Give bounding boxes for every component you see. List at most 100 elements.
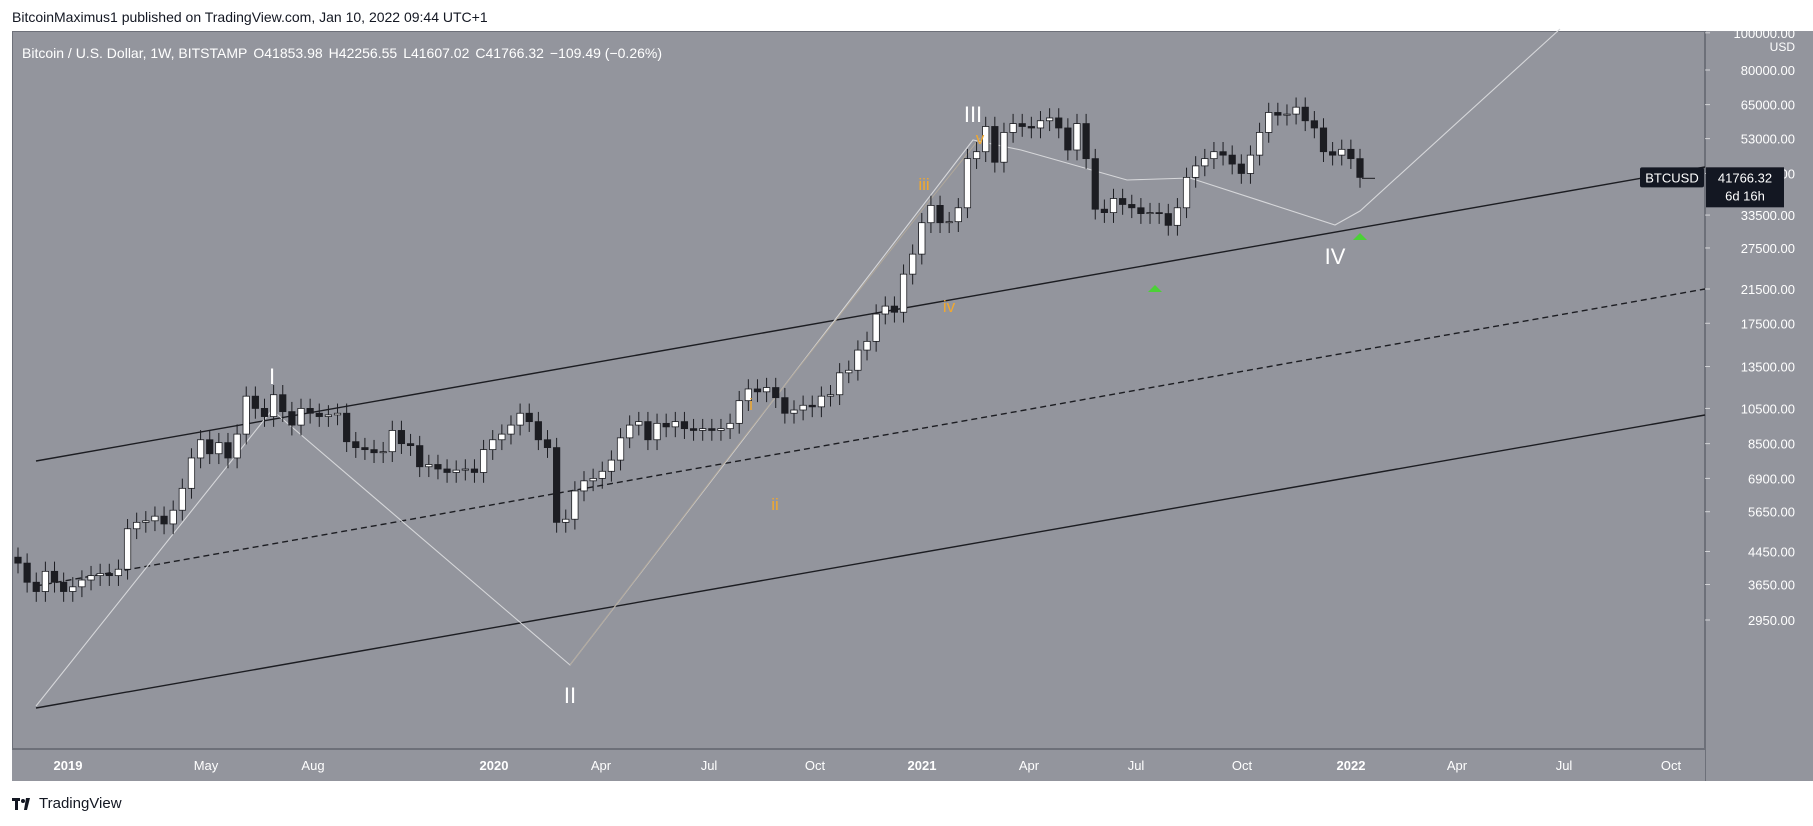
low-value: 41607.02 (410, 45, 470, 61)
tradingview-logo-icon (12, 797, 30, 810)
y-tick-label: 13500.00 (1741, 360, 1795, 375)
footer-brand[interactable]: TradingView (12, 795, 122, 812)
candle-body (1018, 123, 1026, 127)
candle-body (14, 556, 22, 564)
candle-body (635, 421, 643, 426)
y-tick-label: 8500.00 (1748, 437, 1795, 452)
candle-body (489, 439, 497, 451)
y-tick-label: 65000.00 (1741, 98, 1795, 113)
open-value: 41853.98 (264, 45, 323, 61)
x-tick-label: 2020 (480, 758, 509, 773)
candle-body (233, 433, 241, 459)
candle-body (215, 442, 223, 455)
price-scale[interactable] (1705, 31, 1813, 781)
candle-body (142, 520, 150, 523)
chart-pane[interactable] (12, 31, 1705, 749)
candle-body (781, 397, 789, 414)
candle-body (1255, 132, 1264, 156)
candle-body (23, 562, 31, 583)
time-axis[interactable] (12, 749, 1705, 781)
candle-body (1009, 123, 1017, 133)
candle-body (1137, 207, 1145, 214)
candle-body (881, 305, 889, 315)
candle-body (1073, 123, 1081, 151)
candle-body (50, 570, 59, 583)
y-tick-label: 2950.00 (1748, 613, 1795, 628)
candle-body (735, 400, 743, 424)
candle-body (918, 222, 926, 255)
wave-label: v (976, 129, 985, 148)
candle-body (41, 570, 49, 592)
candle-body (343, 412, 351, 443)
candle-body (96, 573, 104, 577)
x-tick-label: Apr (591, 758, 612, 773)
open-label: O (253, 45, 265, 61)
candle-body (279, 394, 287, 413)
candle-body (1228, 154, 1236, 165)
candle-body (653, 422, 661, 441)
candle-body (1237, 163, 1245, 174)
subwave-line (569, 137, 981, 666)
candle-body (297, 408, 305, 426)
candle-body (1128, 204, 1136, 209)
candle-body (169, 509, 177, 525)
candle-body (507, 424, 515, 435)
candle-body (315, 412, 323, 417)
candle-body (242, 395, 250, 435)
tradingview-brand: TradingView (39, 795, 122, 812)
candle-body (1319, 127, 1328, 153)
candle-body (160, 515, 168, 525)
wave-label: i (749, 395, 753, 414)
wave-lines (35, 28, 1561, 707)
wave-label: IV (1325, 244, 1346, 269)
close-value: 41766.32 (485, 45, 544, 61)
candle-body (1146, 212, 1154, 215)
candle-body (361, 447, 369, 451)
candle-body (671, 421, 679, 428)
ohlc-legend: Bitcoin / U.S. Dollar, 1W, BITSTAMP O4185… (22, 45, 662, 61)
candle-body (972, 151, 981, 160)
candle-body (744, 388, 752, 402)
candle-body (854, 349, 862, 371)
candle-body (763, 387, 771, 393)
candle-body (717, 428, 725, 431)
candle-body (178, 487, 186, 511)
wave-label: iv (943, 297, 956, 316)
y-tick-label: 27500.00 (1741, 241, 1795, 256)
candle-body (452, 469, 460, 473)
candle-body (899, 273, 908, 313)
price-tag-countdown: 6d 16h (1725, 188, 1765, 203)
y-tick-label: 21500.00 (1741, 282, 1795, 297)
wave-label: ii (771, 495, 779, 514)
candle-body (1100, 208, 1108, 214)
candle-body (726, 422, 734, 430)
candle-body (890, 305, 899, 313)
candle-body (562, 518, 570, 523)
candle-body (1265, 112, 1273, 133)
candle-body (434, 464, 442, 470)
candle-body (553, 447, 561, 523)
symbol-tag-label: BTCUSD (1645, 170, 1698, 185)
candle-body (616, 437, 625, 461)
candle-body (753, 388, 762, 393)
x-tick-label: Oct (805, 758, 826, 773)
price-tag-box (1706, 167, 1784, 208)
candle-body (1219, 151, 1227, 156)
candle-body (187, 457, 196, 489)
symbol-tag-box (1640, 167, 1704, 188)
candle-body (416, 445, 424, 468)
candle-body (288, 411, 296, 426)
candle-body (954, 207, 962, 223)
support-arrow-icon (1148, 285, 1162, 292)
wave-count-line (35, 28, 1561, 707)
candle-body (479, 449, 488, 473)
wave-label: iii (918, 175, 929, 194)
candle-body (644, 421, 652, 441)
candle-body (845, 369, 853, 374)
channel-lower-line (35, 414, 1706, 709)
candle-body (151, 515, 159, 522)
wave-label: III (964, 102, 982, 127)
candle-body (425, 464, 433, 468)
candle-body (1274, 112, 1282, 116)
